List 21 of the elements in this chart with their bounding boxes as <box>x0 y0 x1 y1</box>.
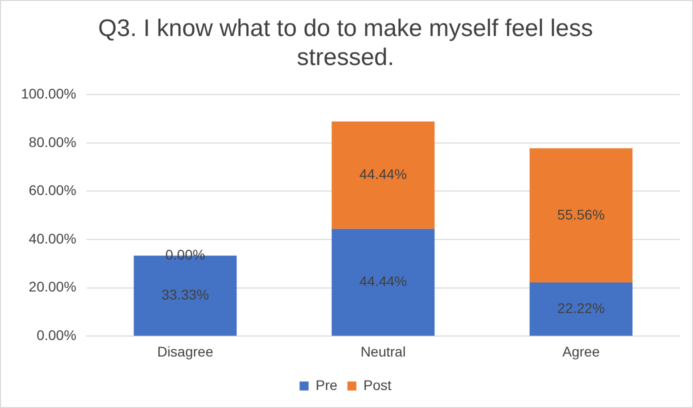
x-tick-label: Agree <box>562 343 600 360</box>
legend-label: Post <box>363 376 392 393</box>
data-label: 44.44% <box>359 166 407 182</box>
bar <box>332 121 435 229</box>
chart-title: Q3. I know what to do to make myself feel less stressed. <box>98 15 593 71</box>
x-tick-label: Disagree <box>157 343 214 360</box>
x-tick-label: Neutral <box>360 343 406 360</box>
y-tick-label: 100.00% <box>20 85 76 102</box>
bar <box>530 282 632 336</box>
legend-label: Pre <box>316 376 338 393</box>
bar <box>530 148 632 283</box>
data-label: 22.22% <box>557 300 605 316</box>
y-tick-label: 0.00% <box>36 327 76 344</box>
y-tick-label: 40.00% <box>28 230 76 246</box>
y-tick-label: 20.00% <box>28 278 76 295</box>
y-tick-label: 80.00% <box>28 134 76 150</box>
bar <box>332 228 435 336</box>
data-label: 33.33% <box>161 286 209 303</box>
y-tick-label: 60.00% <box>28 182 76 198</box>
data-label: 44.44% <box>359 273 407 290</box>
data-label: 55.56% <box>557 206 605 222</box>
